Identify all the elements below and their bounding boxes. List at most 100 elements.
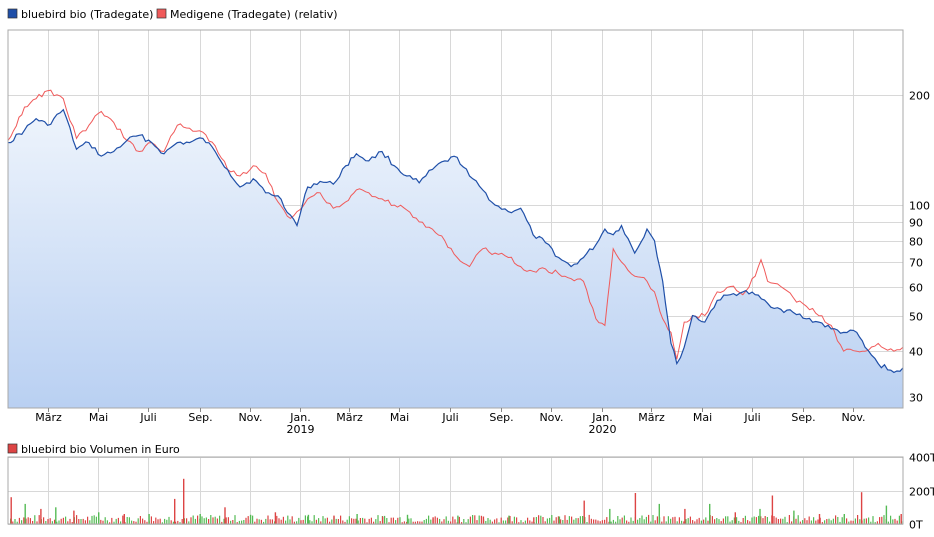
volume-bar	[687, 518, 689, 524]
volume-bar	[601, 520, 603, 524]
volume-bar	[123, 514, 125, 524]
bluebird-legend-swatch	[7, 8, 18, 19]
volume-bars	[10, 478, 903, 525]
volume-bar	[256, 518, 258, 524]
volume-bar	[329, 521, 331, 524]
volume-bar	[670, 518, 672, 524]
x-tick-label: Jan.	[591, 411, 612, 424]
x-tick-label: Juli	[441, 411, 458, 424]
volume-bar	[307, 516, 309, 524]
volume-bar	[753, 516, 755, 524]
volume-bar	[674, 516, 676, 524]
volume-bar	[898, 515, 900, 524]
volume-bar	[357, 520, 359, 524]
volume-bar	[463, 519, 465, 524]
volume-bar	[900, 514, 902, 524]
volume-bar	[685, 519, 687, 524]
volume-bar	[342, 520, 344, 524]
volume-bar	[174, 498, 176, 524]
price-y-tick-label: 40	[909, 346, 923, 359]
volume-bar	[652, 515, 654, 524]
volume-bar	[245, 517, 247, 524]
volume-bar	[258, 519, 260, 524]
volume-bar	[560, 519, 562, 524]
volume-bar	[318, 518, 320, 524]
volume-bar	[157, 519, 159, 524]
volume-bar	[742, 518, 744, 524]
volume-bar	[639, 518, 641, 524]
x-tick-label: Sep.	[791, 411, 815, 424]
volume-bar	[56, 521, 58, 524]
price-y-axis: 30 40 50 60 70 80 90 100 200	[909, 90, 930, 405]
volume-bar	[276, 515, 278, 524]
volume-bar	[590, 518, 592, 524]
volume-bar	[425, 518, 427, 524]
volume-bar	[54, 519, 56, 524]
volume-bar	[359, 518, 361, 524]
volume-bar	[564, 515, 566, 524]
volume-bar	[621, 517, 623, 524]
volume-bar	[340, 515, 342, 524]
volume-bar	[522, 522, 524, 524]
volume-bar	[758, 515, 760, 524]
volume-bar	[265, 518, 267, 524]
volume-bar	[832, 518, 834, 524]
volume-bar	[223, 518, 225, 524]
price-y-tick-label: 100	[909, 200, 930, 213]
volume-bar	[609, 508, 611, 524]
volume-bar	[241, 520, 243, 524]
volume-bar	[38, 515, 40, 524]
volume-bar	[784, 516, 786, 524]
volume-bar	[643, 519, 645, 524]
price-chart: 30 40 50 60 70 80 90 100 200 März Mai Juli Sep. Nov.…	[7, 29, 930, 436]
volume-y-tick-label: 200T	[909, 486, 934, 499]
volume-bar	[133, 521, 135, 524]
volume-bar	[29, 518, 31, 524]
volume-bar	[771, 495, 774, 524]
volume-bar	[23, 517, 25, 524]
volume-bar	[69, 518, 71, 524]
price-y-tick-label: 60	[909, 282, 923, 295]
price-chart-frame	[7, 29, 904, 409]
volume-bar	[474, 515, 476, 524]
volume-bar	[168, 516, 170, 524]
volume-bar	[551, 515, 553, 524]
volume-bar	[485, 521, 487, 524]
volume-bar	[797, 515, 799, 524]
volume-bar	[267, 515, 269, 524]
volume-bar	[582, 516, 584, 524]
x-tick-label: Juli	[139, 411, 156, 424]
volume-bar	[390, 517, 392, 524]
volume-bar	[104, 517, 106, 524]
volume-bar	[658, 503, 660, 524]
volume-bar	[43, 517, 45, 524]
volume-bar	[232, 520, 234, 524]
x-tick-label: Sep.	[188, 411, 212, 424]
volume-bar	[331, 519, 333, 524]
volume-bar	[529, 520, 531, 524]
volume-bar	[212, 517, 214, 524]
volume-bar	[159, 518, 161, 524]
volume-bar	[835, 515, 837, 524]
volume-bar	[637, 519, 639, 524]
volume-bar	[192, 515, 194, 524]
volume-bar	[78, 519, 80, 524]
volume-chart: 0T 200T 400T	[7, 452, 934, 532]
volume-bar	[762, 518, 764, 524]
volume-bar	[430, 519, 432, 524]
volume-bar	[786, 522, 788, 524]
volume-bar	[509, 516, 511, 524]
volume-bar	[628, 521, 630, 524]
volume-bar	[109, 522, 111, 524]
volume-bar	[531, 521, 533, 524]
volume-bar	[478, 515, 480, 524]
volume-bar	[846, 518, 848, 524]
volume-bar	[401, 522, 403, 524]
medigene-legend-swatch	[156, 8, 167, 19]
volume-bar	[60, 518, 62, 524]
volume-bar	[16, 521, 18, 524]
volume-bar	[419, 521, 421, 524]
volume-bar	[324, 518, 326, 524]
volume-bar	[535, 517, 537, 524]
volume-bar	[364, 518, 366, 524]
